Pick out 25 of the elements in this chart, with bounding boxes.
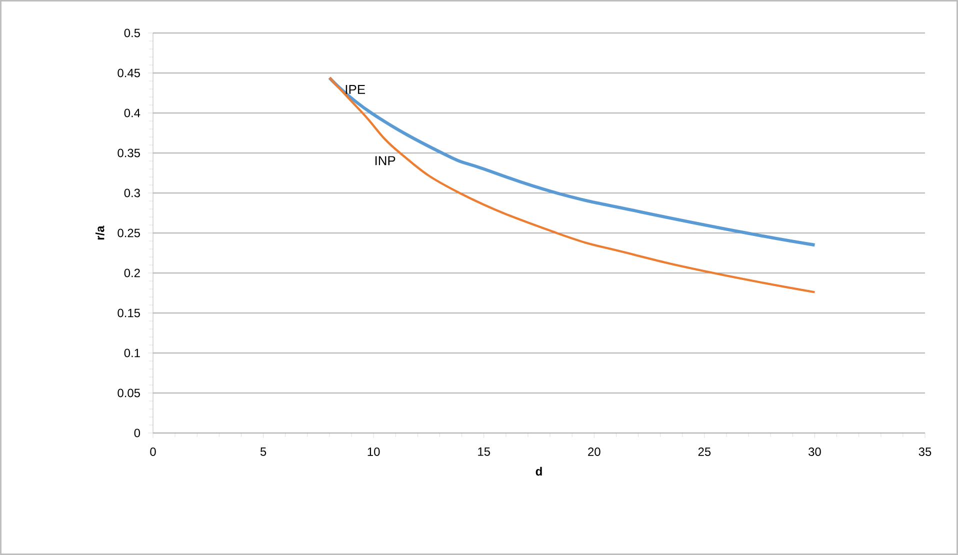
x-tick-label: 25 [698, 448, 711, 456]
x-tick-label: 20 [588, 448, 600, 456]
y-tick-label: 0.35 [118, 148, 140, 158]
x-tick-label: 30 [808, 448, 821, 456]
x-tick-label: 35 [918, 448, 932, 456]
line-series [328, 76, 816, 294]
x-tick-label: 0 [150, 448, 156, 456]
y-tick-label: 0.1 [124, 348, 140, 358]
y-tick-label: 0.4 [124, 108, 140, 118]
y-tick-label: 0 [134, 428, 140, 438]
y-tick-label: 0.05 [118, 388, 140, 398]
y-tick-label: 0.3 [124, 188, 140, 198]
x-tick-label: 5 [260, 448, 266, 456]
y-tick-label: 0.45 [118, 68, 140, 78]
series-label: IPE [346, 84, 365, 94]
y-tick-label: 0.2 [124, 268, 140, 278]
y-tick-label: 0.15 [118, 308, 140, 318]
y-tick-label: 0.25 [118, 228, 140, 238]
x-tick-label: 10 [368, 448, 380, 456]
line-series [328, 76, 816, 247]
x-axis-title: d [536, 466, 542, 476]
x-tick-label: 15 [478, 448, 490, 456]
series-label: INP [375, 156, 396, 166]
y-tick-label: 0.5 [124, 28, 140, 38]
y-axis-title: r/a [95, 226, 104, 240]
